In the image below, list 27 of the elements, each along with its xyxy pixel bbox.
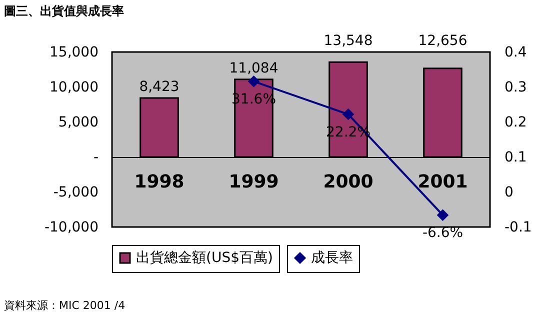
x-tick-label: 2000 (323, 172, 374, 192)
source-note: 資料來源：MIC 2001 /4 (4, 299, 126, 312)
y-tick-label: 10,000 (50, 80, 98, 96)
y-tick-label: - (93, 150, 98, 166)
y2-tick-label: 0.3 (504, 80, 527, 96)
y2-tick-label: 0.1 (504, 150, 527, 166)
y-tick-label: 5,000 (58, 114, 98, 130)
point (437, 210, 448, 221)
x-tick-label: 1998 (134, 172, 184, 192)
y2-tick-label: 0.2 (504, 114, 527, 130)
point (342, 108, 354, 120)
y-tick-label: -10,000 (44, 220, 98, 236)
x-tick-label: 1999 (228, 172, 279, 192)
y-tick-label: -5,000 (53, 184, 98, 200)
data-label: 12,656 (418, 33, 468, 49)
chart-title: 圖三、出貨值與成長率 (4, 4, 124, 18)
legend-label: 成長率 (311, 250, 353, 266)
x-tick-label: 2001 (418, 172, 468, 192)
y-tick-label: 15,000 (50, 44, 98, 60)
data-label: 11,084 (229, 60, 278, 76)
y2-tick-label: 0 (504, 184, 514, 200)
legend-label: 出貨總金額(US$百萬) (136, 250, 273, 266)
point (248, 76, 260, 87)
y2-tick-label: -0.1 (504, 220, 532, 236)
data-label: 13,548 (324, 33, 373, 49)
y2-tick-label: 0.4 (504, 44, 527, 60)
data-label: 8,423 (139, 79, 180, 96)
